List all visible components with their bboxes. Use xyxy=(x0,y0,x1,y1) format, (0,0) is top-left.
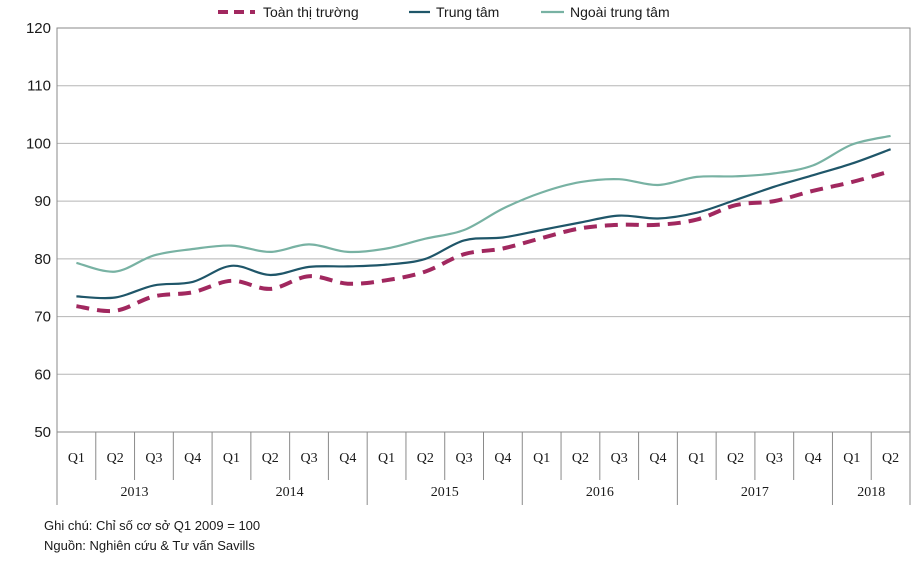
note-source: Nguồn: Nghiên cứu & Tư vấn Savills xyxy=(44,538,255,553)
quarter-label: Q4 xyxy=(649,451,666,466)
year-label: 2014 xyxy=(276,485,304,500)
quarter-label: Q4 xyxy=(339,451,356,466)
year-label: 2016 xyxy=(586,485,614,500)
quarter-label: Q2 xyxy=(107,451,124,466)
quarter-label: Q2 xyxy=(262,451,279,466)
y-tick-label: 90 xyxy=(34,193,51,210)
series-line-0 xyxy=(76,169,892,314)
quarter-label: Q2 xyxy=(727,451,744,466)
quarter-label: Q1 xyxy=(378,451,395,466)
year-label: 2015 xyxy=(431,485,459,500)
quarter-label: Q3 xyxy=(766,451,783,466)
note-base-index: Ghi chú: Chỉ số cơ sở Q1 2009 = 100 xyxy=(44,518,261,533)
year-label: 2013 xyxy=(121,485,149,500)
x-axis: Q1 Q2 Q3 Q4 Q1 Q2 Q3 Q4 Q1 Q2 Q3 Q4 Q1 Q2 Q3 Q4 Q1 Q2 Q3 Q4… xyxy=(56,431,911,505)
series-line-2 xyxy=(76,134,891,273)
quarter-label: Q3 xyxy=(300,451,317,466)
gridlines xyxy=(56,27,911,433)
quarter-label: Q4 xyxy=(494,451,511,466)
quarter-label: Q4 xyxy=(805,451,822,466)
legend-label: Trung tâm xyxy=(436,4,499,20)
legend: Toàn thị trường Trung tâm Ngoài trung tâm xyxy=(218,4,670,20)
y-tick-label: 100 xyxy=(26,135,51,152)
quarter-label: Q2 xyxy=(417,451,434,466)
y-tick-label: 50 xyxy=(34,424,51,441)
year-label: 2017 xyxy=(741,485,769,500)
quarter-label: Q1 xyxy=(533,451,550,466)
quarter-label: Q1 xyxy=(223,451,240,466)
y-tick-label: 70 xyxy=(34,309,51,326)
line-chart: 50 60 70 80 90 100 110 120 Q1 Q2 Q3 Q4 Q1 Q2 Q3 Q4 Q1 Q2… xyxy=(26,4,911,505)
year-label: 2018 xyxy=(857,485,885,500)
legend-label: Ngoài trung tâm xyxy=(570,4,670,20)
quarter-label: Q2 xyxy=(572,451,589,466)
series-lines xyxy=(76,134,892,314)
quarter-label: Q1 xyxy=(688,451,705,466)
quarter-label: Q3 xyxy=(145,451,162,466)
quarter-label: Q3 xyxy=(611,451,628,466)
quarter-label: Q1 xyxy=(843,451,860,466)
quarter-label: Q1 xyxy=(68,451,85,466)
plot-frame xyxy=(56,27,911,433)
quarter-label: Q3 xyxy=(456,451,473,466)
series-line-1 xyxy=(76,148,891,300)
y-tick-label: 110 xyxy=(27,78,51,95)
y-tick-label: 80 xyxy=(34,251,51,268)
y-axis-ticks: 50 60 70 80 90 100 110 120 xyxy=(26,20,51,441)
quarter-label: Q4 xyxy=(184,451,201,466)
y-tick-label: 120 xyxy=(26,20,51,37)
quarter-label: Q2 xyxy=(882,451,899,466)
y-tick-label: 60 xyxy=(34,366,51,383)
legend-label: Toàn thị trường xyxy=(263,4,359,20)
